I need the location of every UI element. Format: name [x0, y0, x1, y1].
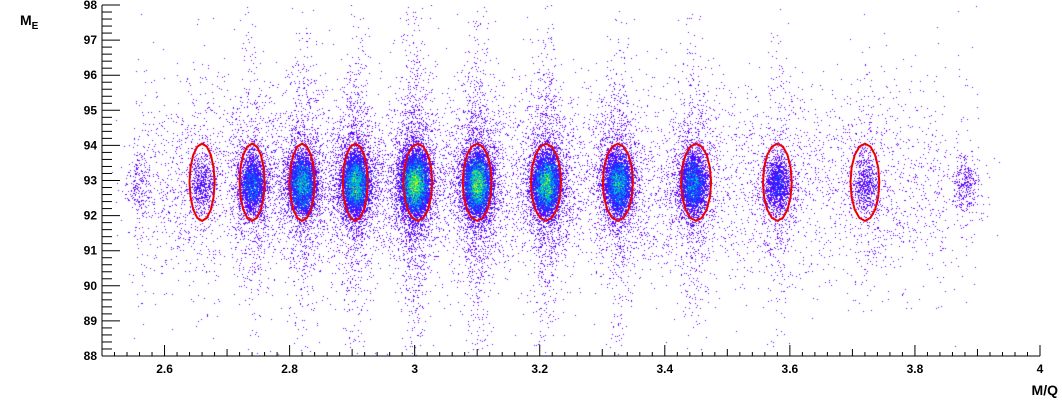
cut-contour-2: [288, 142, 316, 223]
x-axis-label: M/Q: [1032, 382, 1059, 398]
cut-contour-0: [188, 142, 216, 223]
cut-contour-7: [601, 142, 634, 223]
cut-contour-3: [341, 142, 369, 223]
y-tick-label: 92: [84, 209, 98, 223]
y-axis-label: ME: [20, 12, 39, 32]
y-tick-label: 91: [84, 244, 98, 258]
x-tick-label: 4: [1037, 362, 1044, 376]
y-tick-label: 89: [84, 314, 98, 328]
cut-contour-1: [238, 142, 266, 223]
y-tick-label: 98: [84, 0, 98, 12]
x-tick-label: 3.6: [782, 362, 799, 376]
tick-labels: 2.6 2.8 3 3.2 3.4 3.6 3.8 4 88 89 90 91 92 93 94 95 96 97…: [84, 0, 1044, 376]
cut-contour-8: [680, 142, 713, 223]
cut-contour-9: [761, 142, 793, 223]
x-tick-label: 2.8: [281, 362, 298, 376]
data-points: [102, 5, 1040, 356]
y-axis-label-main: M: [20, 12, 32, 28]
y-tick-label: 90: [84, 279, 98, 293]
y-tick-label: 94: [84, 138, 98, 152]
cut-contour-10: [849, 142, 881, 223]
y-tick-label: 96: [84, 68, 98, 82]
cut-contour-5: [461, 142, 493, 223]
y-axis-label-sub: E: [32, 21, 39, 32]
x-tick-label: 3.2: [531, 362, 548, 376]
y-tick-label: 97: [84, 33, 98, 47]
cut-contours: [188, 142, 881, 223]
y-tick-label: 95: [84, 103, 98, 117]
x-tick-label: 3: [411, 362, 418, 376]
y-tick-label: 93: [84, 174, 98, 188]
y-tick-label: 88: [84, 349, 98, 363]
axes: [101, 4, 1041, 357]
x-tick-label: 3.4: [656, 362, 673, 376]
cut-contour-4: [402, 142, 434, 223]
x-tick-label: 2.6: [156, 362, 173, 376]
density-points-raster: [102, 5, 1040, 356]
x-tick-label: 3.8: [907, 362, 924, 376]
cut-contour-6: [529, 142, 563, 223]
